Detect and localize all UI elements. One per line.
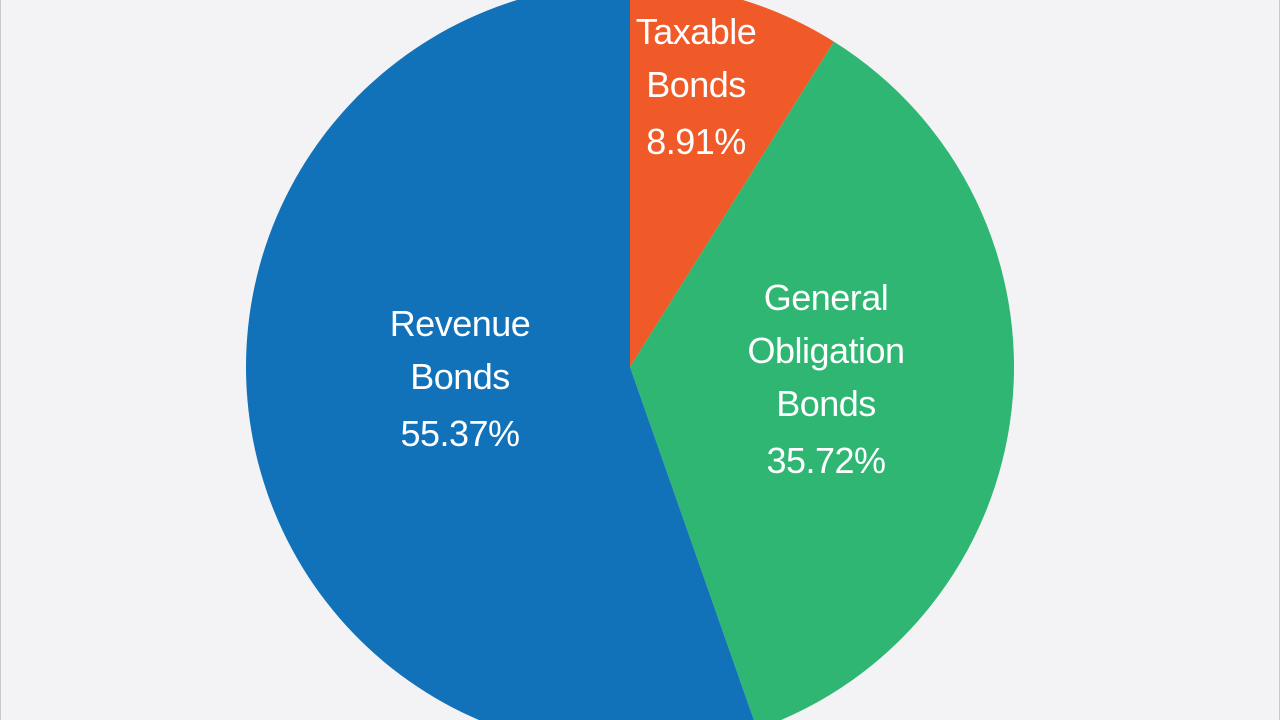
slice-value-label: 35.72% <box>766 440 885 481</box>
pie-labels: Taxable Bonds 8.91% General Obligation Bonds 3… <box>390 11 905 481</box>
slice-name-line: Taxable <box>636 11 757 52</box>
slice-name-line: General <box>764 277 889 318</box>
pie-slice-taxable-bonds <box>630 0 834 367</box>
slice-value-label: 55.37% <box>400 413 519 454</box>
pie-slice-general-obligation-bonds <box>630 41 1014 720</box>
slice-name-line: Bonds <box>776 383 876 424</box>
slice-label-general-obligation-bonds: General Obligation Bonds 35.72% <box>747 277 904 481</box>
slice-name-line: Revenue <box>390 303 531 344</box>
slice-name-line: Bonds <box>410 356 510 397</box>
pie-slice-revenue-bonds <box>246 0 754 720</box>
slice-label-revenue-bonds: Revenue Bonds 55.37% <box>390 303 531 454</box>
slice-label-taxable-bonds: Taxable Bonds 8.91% <box>636 11 757 162</box>
slice-name-line: Obligation <box>747 330 904 371</box>
slice-name-line: Bonds <box>646 64 746 105</box>
slice-value-label: 8.91% <box>646 121 746 162</box>
pie-slices <box>246 0 1014 720</box>
